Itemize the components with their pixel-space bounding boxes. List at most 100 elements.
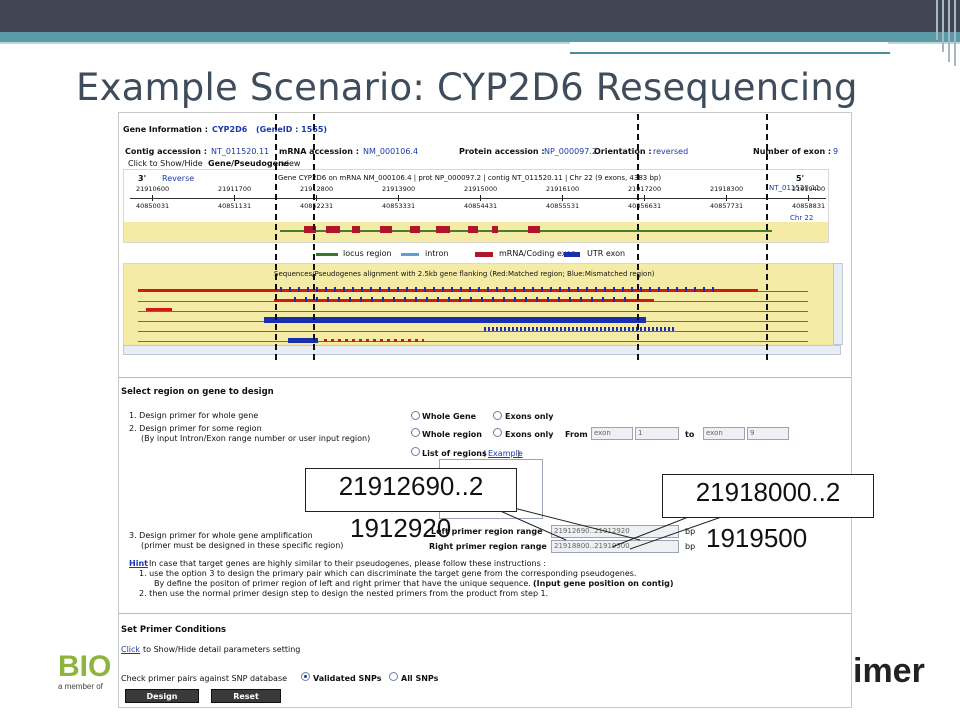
whole-region-label: Whole region xyxy=(422,430,482,439)
guide-dash-2 xyxy=(313,114,315,360)
radio-validated-snps[interactable] xyxy=(301,672,310,681)
slide-accent-band xyxy=(0,32,960,42)
left-callout-line-1: 21912690..2 xyxy=(338,471,484,501)
design-option-3: 3. Design primer for whole gene amplific… xyxy=(129,531,313,540)
section-divider-2 xyxy=(119,613,851,614)
design-option-1: 1. Design primer for whole gene xyxy=(129,411,259,420)
left-bp-unit: bp xyxy=(685,527,696,536)
legend-utr-swatch xyxy=(564,252,580,257)
exon-2 xyxy=(326,226,340,233)
logo-left-text: BIO xyxy=(58,650,112,683)
gene-structure-viewer[interactable]: 3' Reverse Gene CYP2D6 on mRNA NM_000106… xyxy=(123,169,829,243)
guide-dash-1 xyxy=(275,114,277,360)
conditions-click-link[interactable]: Click xyxy=(121,645,141,654)
gene-view-toggle-link[interactable]: Gene/Pseudogene xyxy=(208,159,290,168)
locus-line xyxy=(280,230,772,232)
viewer-left-end: 3' xyxy=(138,174,147,183)
exon-7 xyxy=(468,226,478,233)
bottom-tick-label-6: 40856631 xyxy=(628,202,662,210)
mrna-link[interactable]: NM_000106.4 xyxy=(363,147,419,156)
design-option-3-sub: (primer must be designed in these specif… xyxy=(141,541,344,550)
example-link[interactable]: Example xyxy=(488,449,523,458)
list-regions-label: List of regions xyxy=(422,449,487,458)
radio-whole-gene[interactable] xyxy=(411,411,420,420)
viewer-right-end: 5' xyxy=(796,174,805,183)
bottom-tick-label-5: 40855531 xyxy=(546,202,580,210)
right-primer-range-label: Right primer region range xyxy=(429,542,547,551)
viewer-direction: Reverse xyxy=(162,174,195,183)
design-option-2-sub: (By input Intron/Exon range number or us… xyxy=(141,434,371,443)
exon-9 xyxy=(528,226,540,233)
to-value-input[interactable]: 9 xyxy=(747,427,789,440)
gene-view-toggle-suffix: view xyxy=(282,159,301,168)
radio-whole-region[interactable] xyxy=(411,428,420,437)
logo-left-subtext: a member of xyxy=(58,682,103,691)
design-button[interactable]: Design xyxy=(125,689,199,703)
align-mismatch-block xyxy=(264,317,646,323)
top-tick-label-6: 21917200 xyxy=(628,185,662,193)
guide-dash-3 xyxy=(637,114,639,360)
align-mismatch-1 xyxy=(280,287,720,292)
slide-accent-notch-line xyxy=(570,52,890,54)
top-tick-label-3: 21913900 xyxy=(382,185,416,193)
hint-step-1: 1. use the option 3 to design the primar… xyxy=(139,569,637,578)
radio-list-of-regions[interactable] xyxy=(411,447,420,456)
protein-label: Protein accession : xyxy=(459,147,545,156)
biotec-logo: BIO a member of xyxy=(58,652,118,696)
legend-intron-label: intron xyxy=(425,249,449,258)
radio-all-snps[interactable] xyxy=(389,672,398,681)
top-tick-label-8: 21919400 xyxy=(792,185,826,193)
to-exon-select[interactable]: exon xyxy=(703,427,745,440)
alignment-viewer[interactable]: Sequences/Pseudogenes alignment with 2.5… xyxy=(123,263,841,349)
design-heading: Select region on gene to design xyxy=(121,387,274,397)
hint-step-2: 2. then use the normal primer design ste… xyxy=(139,589,549,598)
example-close-paren: ) xyxy=(517,449,521,458)
left-primer-range-label: Left primer region range xyxy=(431,527,543,536)
left-primer-range-input[interactable]: 21912690..21912920 xyxy=(551,525,679,538)
alignment-caption: Sequences/Pseudogenes alignment with 2.5… xyxy=(274,270,655,278)
gene-name: CYP2D6 xyxy=(212,125,248,134)
top-tick-label-7: 21918300 xyxy=(710,185,744,193)
hint-text: In case that target genes are highly sim… xyxy=(149,559,547,568)
legend-exon-swatch xyxy=(475,252,493,257)
conditions-heading: Set Primer Conditions xyxy=(121,625,227,635)
right-callout-line-2: 1919500 xyxy=(706,523,808,553)
slide-corner-decoration xyxy=(932,0,960,66)
all-snps-label: All SNPs xyxy=(401,674,439,683)
snp-check-label: Check primer pairs against SNP database xyxy=(121,674,288,683)
legend-utr-label: UTR exon xyxy=(587,249,626,258)
gene-id: (GeneID : 1565) xyxy=(256,125,328,134)
viewer-contig-tag: NT_011520.11 xyxy=(769,184,820,192)
from-exon-select[interactable]: exon xyxy=(591,427,633,440)
validated-snps-label: Validated SNPs xyxy=(313,674,382,683)
bottom-tick-label-7: 40857731 xyxy=(710,202,744,210)
slide-title: Example Scenario: CYP2D6 Resequencing xyxy=(76,66,858,109)
ruler-line xyxy=(130,198,826,199)
alignment-vertical-scrollbar[interactable] xyxy=(833,263,843,345)
left-range-callout: 21912690..2 xyxy=(305,468,517,512)
contig-link[interactable]: NT_011520.11 xyxy=(211,147,270,156)
align-mismatch-4 xyxy=(288,338,318,343)
radio-exons-only[interactable] xyxy=(493,411,502,420)
protein-link[interactable]: NP_000097.2 xyxy=(544,147,597,156)
exon-4 xyxy=(380,226,392,233)
gene-view-toggle-prefix: Click to Show/Hide xyxy=(128,159,203,168)
example-open-paren: ( xyxy=(483,449,487,458)
whole-gene-label: Whole Gene xyxy=(422,412,477,421)
exon-8 xyxy=(492,226,498,233)
from-value-input[interactable]: 1 xyxy=(635,427,679,440)
reset-button[interactable]: Reset xyxy=(211,689,281,703)
radio-exons-only-region[interactable] xyxy=(493,428,502,437)
to-label: to xyxy=(685,430,695,439)
align-match-3 xyxy=(146,308,172,311)
exons-only-region-label: Exons only xyxy=(505,430,554,439)
legend-intron-swatch xyxy=(401,253,419,256)
conditions-toggle-text: to Show/Hide detail parameters setting xyxy=(143,645,301,654)
mrna-label: mRNA accession : xyxy=(279,147,359,156)
top-tick-label-1: 21911700 xyxy=(218,185,252,193)
legend-locus-swatch xyxy=(316,253,338,256)
alignment-horizontal-scrollbar[interactable] xyxy=(123,345,841,355)
top-tick-label-4: 21915000 xyxy=(464,185,498,193)
right-primer-range-input[interactable]: 21918800..21919500 xyxy=(551,540,679,553)
viewer-caption: Gene CYP2D6 on mRNA NM_000106.4 | prot N… xyxy=(278,174,662,182)
